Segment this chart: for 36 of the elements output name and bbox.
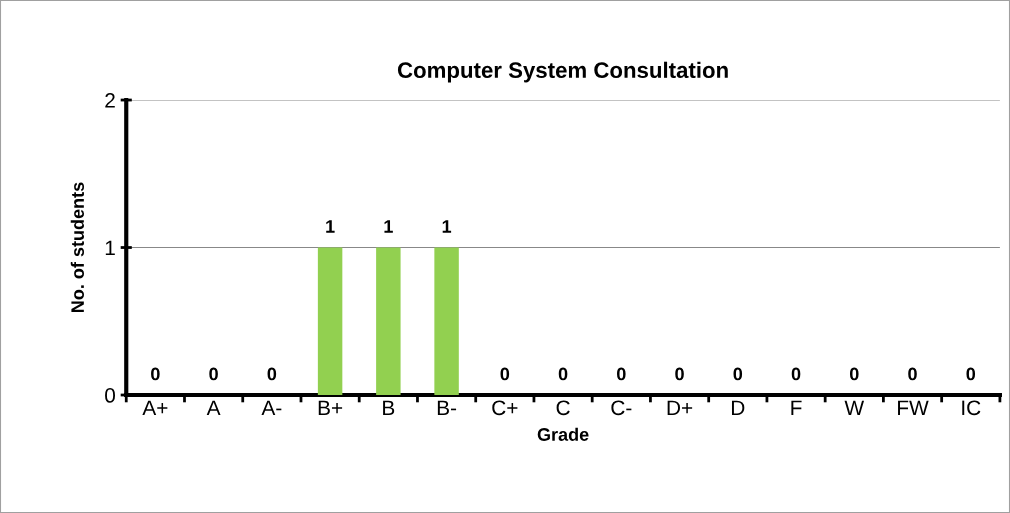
x-tick-label: W xyxy=(844,400,865,415)
y-tick-label: 0 xyxy=(105,388,116,403)
data-label: 0 xyxy=(849,367,859,381)
data-label: 0 xyxy=(209,367,218,381)
x-tick-label: FW xyxy=(898,400,929,415)
x-tick-label: IC xyxy=(962,400,981,416)
data-label: 1 xyxy=(326,220,335,233)
chart-title: Computer System Consultation xyxy=(397,61,728,83)
x-tick-label: B xyxy=(383,400,395,415)
data-label: 1 xyxy=(384,220,393,233)
x-tick-label: D+ xyxy=(667,400,693,415)
data-label: 0 xyxy=(558,367,568,381)
x-tick-label: A+ xyxy=(142,400,168,415)
data-label: 0 xyxy=(966,367,976,381)
data-label: 0 xyxy=(151,367,160,381)
data-label: 0 xyxy=(791,367,801,381)
data-label: 0 xyxy=(267,367,277,381)
x-tick-label: D xyxy=(731,400,745,415)
x-tick-label: A xyxy=(206,400,221,415)
x-tick-label: B- xyxy=(437,400,457,415)
x-tick-label: B+ xyxy=(318,400,343,415)
x-tick-label: A- xyxy=(261,400,282,415)
data-label: 0 xyxy=(733,367,743,381)
y-tick-label: 1 xyxy=(105,240,115,256)
x-tick-label: C- xyxy=(611,400,632,416)
y-axis-title: No. of students xyxy=(70,182,85,313)
data-label: 0 xyxy=(617,367,626,381)
x-tick-label: C+ xyxy=(492,400,518,416)
data-label: 0 xyxy=(500,367,510,381)
data-label: 0 xyxy=(908,367,917,381)
x-axis-title: Grade xyxy=(537,427,589,441)
data-label: 1 xyxy=(442,220,452,233)
x-tick-label: F xyxy=(791,400,802,415)
y-tick-label: 2 xyxy=(105,93,115,108)
x-tick-label: C xyxy=(556,400,570,416)
data-label: 0 xyxy=(675,367,684,381)
